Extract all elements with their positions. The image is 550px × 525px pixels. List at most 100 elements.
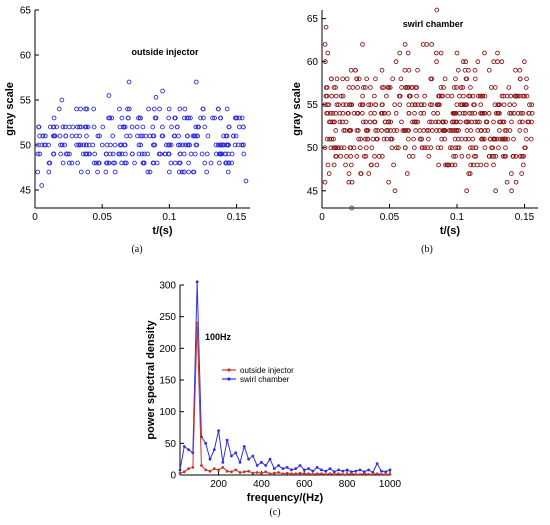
data-point	[466, 67, 471, 73]
data-point	[418, 110, 424, 116]
data-point	[193, 133, 198, 139]
data-point	[171, 133, 177, 139]
data-point	[57, 133, 63, 139]
data-point	[359, 102, 365, 108]
data-point	[492, 85, 498, 90]
data-point	[368, 162, 374, 168]
y-tick-label: 55	[20, 96, 32, 107]
data-point	[348, 67, 354, 73]
series-point	[380, 472, 383, 476]
panel-label-b: (b)	[421, 244, 433, 255]
data-point	[346, 85, 352, 90]
data-point	[389, 145, 395, 151]
data-point	[63, 133, 69, 139]
data-point	[56, 106, 62, 112]
data-point	[466, 93, 471, 99]
data-point	[412, 110, 417, 116]
data-point	[166, 115, 171, 121]
x-tick-label: 800	[339, 479, 356, 490]
data-point	[511, 153, 516, 159]
data-point	[386, 110, 391, 116]
series-point	[294, 472, 298, 476]
data-point	[402, 145, 408, 151]
series-point	[350, 472, 353, 476]
data-point	[474, 162, 480, 168]
data-point	[365, 136, 371, 142]
data-point	[134, 124, 140, 130]
series-point	[311, 469, 315, 473]
data-point	[372, 153, 377, 159]
data-point	[340, 93, 346, 99]
data-point	[78, 169, 84, 175]
data-point	[452, 162, 458, 168]
data-point	[95, 133, 101, 139]
data-point	[502, 136, 507, 142]
data-point	[52, 133, 58, 139]
data-point	[434, 59, 439, 65]
data-point	[186, 169, 191, 175]
series-point	[298, 464, 302, 467]
data-point	[140, 133, 145, 139]
data-point	[343, 128, 348, 133]
data-point	[239, 115, 245, 121]
data-point	[479, 136, 484, 142]
data-point	[442, 128, 448, 133]
data-point	[336, 102, 341, 108]
x-axis-label: t/(s)	[440, 225, 461, 237]
data-point	[361, 85, 366, 90]
data-point	[499, 93, 505, 99]
data-point	[59, 97, 65, 103]
data-point	[216, 160, 222, 166]
data-point	[343, 119, 349, 125]
data-point	[419, 136, 425, 142]
data-point	[381, 85, 387, 90]
data-point	[459, 136, 464, 142]
data-point	[69, 160, 75, 166]
data-point	[518, 110, 524, 116]
data-point	[374, 162, 380, 168]
data-point	[181, 115, 187, 121]
data-point	[460, 110, 466, 116]
data-point	[425, 136, 431, 142]
data-point	[145, 151, 151, 157]
data-point	[496, 145, 501, 151]
data-point	[35, 169, 41, 175]
series-point	[238, 460, 242, 464]
data-point	[109, 115, 115, 121]
data-point	[175, 142, 181, 148]
data-point	[91, 124, 97, 130]
data-point	[422, 93, 428, 99]
data-point	[124, 133, 129, 139]
data-point	[106, 115, 111, 121]
data-point	[193, 142, 199, 148]
data-point	[37, 133, 43, 139]
data-point	[410, 119, 415, 125]
data-point	[213, 142, 219, 148]
data-point	[181, 169, 187, 175]
data-point	[382, 110, 387, 116]
data-point	[74, 106, 79, 112]
series-point	[375, 472, 379, 476]
data-point	[60, 160, 66, 166]
data-point	[327, 136, 332, 142]
data-point	[363, 145, 369, 151]
data-point	[176, 169, 182, 175]
series-point	[320, 472, 323, 476]
panel-label-c: (c)	[269, 507, 280, 518]
data-point	[419, 145, 425, 151]
data-point	[526, 110, 532, 116]
data-point	[452, 128, 457, 133]
data-point	[119, 160, 124, 166]
data-point	[146, 106, 151, 112]
annotation: swirl chamber	[403, 19, 464, 29]
data-point	[323, 85, 329, 90]
data-point	[379, 110, 385, 116]
data-point	[450, 119, 455, 125]
data-point	[429, 42, 435, 47]
series-point	[204, 441, 208, 445]
series-point	[234, 451, 238, 455]
data-point	[241, 142, 246, 148]
data-point	[136, 115, 141, 121]
data-point	[106, 93, 112, 98]
data-point	[162, 151, 168, 157]
